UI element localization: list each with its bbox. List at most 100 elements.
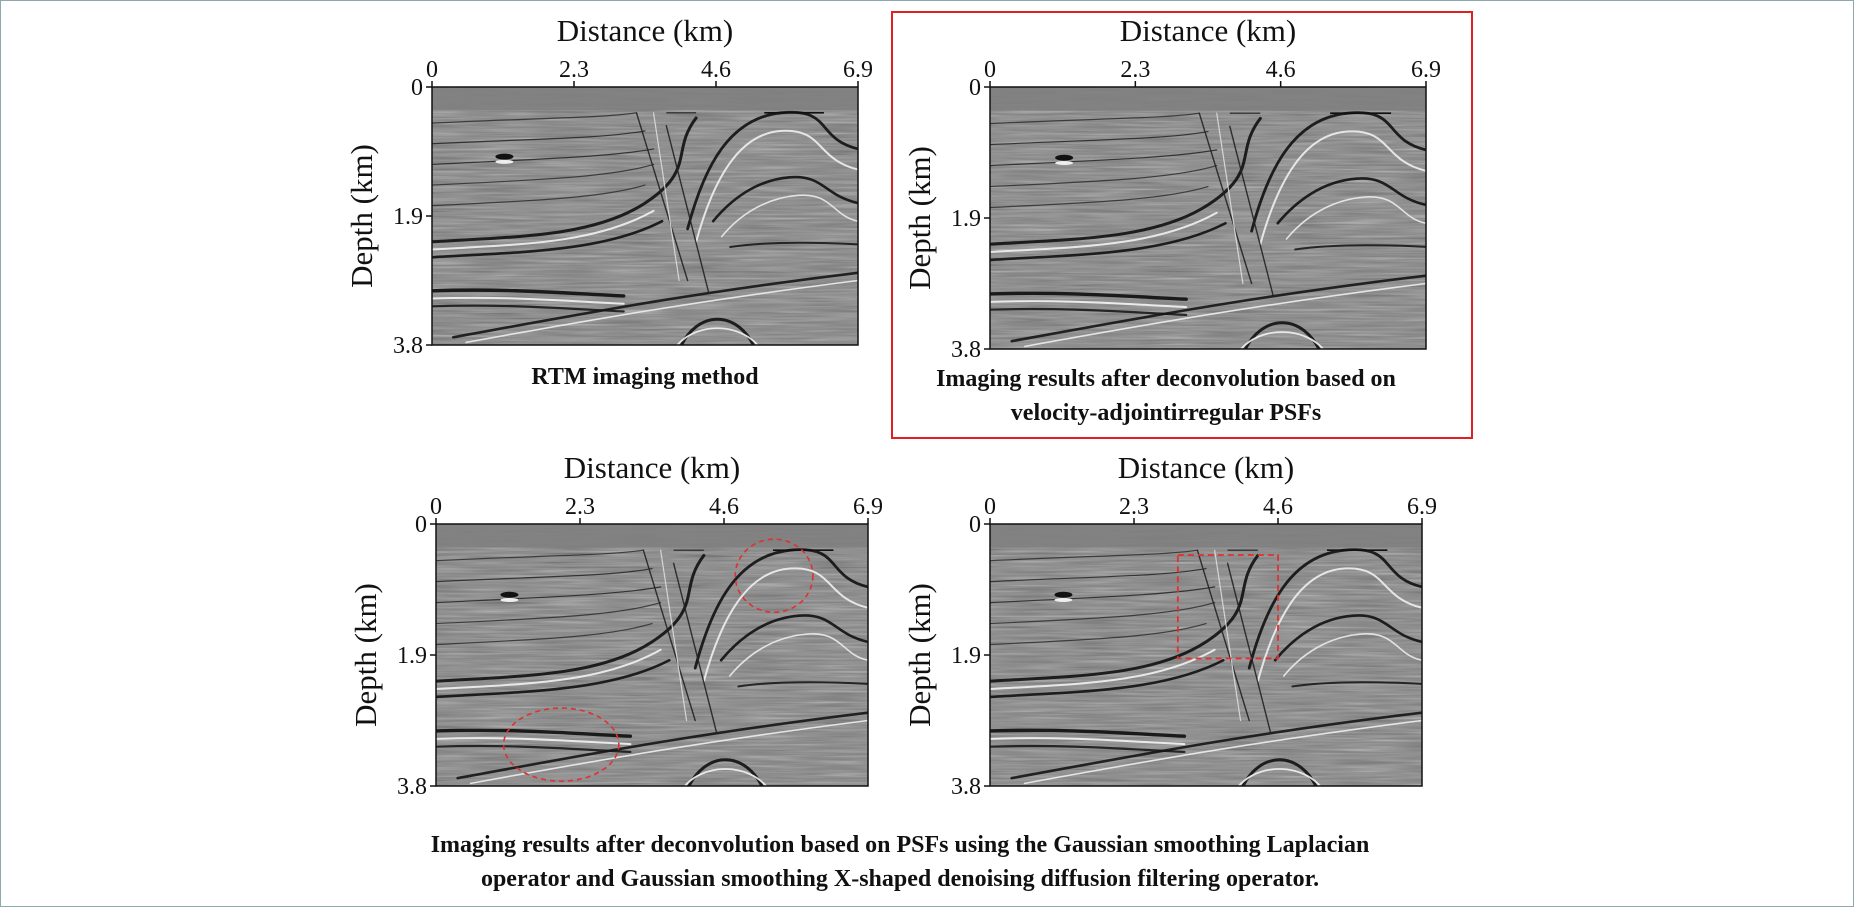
reflector (1229, 125, 1275, 298)
reflector (1282, 633, 1422, 677)
reflector (1273, 614, 1422, 662)
y-axis-title: Depth (km) (344, 144, 379, 288)
shared-caption: operator and Gaussian smoothing X-shaped… (481, 866, 1319, 892)
reflector (432, 184, 646, 207)
reflector (990, 648, 1216, 691)
reflector (990, 737, 1186, 746)
lens-feature (1054, 591, 1073, 598)
reflector (665, 125, 710, 295)
reflector (635, 112, 689, 282)
reflector (990, 221, 1227, 262)
water-layer (990, 524, 1422, 548)
x-axis-title: Distance (km) (1120, 13, 1296, 48)
x-tick-label: 0 (984, 57, 996, 83)
x-tick-label: 2.3 (559, 57, 589, 83)
x-tick-label: 6.9 (843, 57, 873, 83)
x-tick-label: 6.9 (1411, 57, 1441, 83)
reflector (1196, 549, 1250, 722)
reflector (1010, 711, 1422, 780)
panel-caption: RTM imaging method (531, 364, 759, 390)
seismic-image (432, 87, 858, 345)
lens-feature (495, 159, 514, 164)
reflector (1294, 244, 1426, 251)
x-tick-label: 0 (984, 494, 996, 520)
reflector (990, 728, 1187, 738)
reflector (990, 586, 1216, 604)
reflector (436, 737, 632, 746)
reflector (436, 553, 706, 683)
reflector (990, 602, 1216, 625)
reflector (711, 175, 858, 223)
reflector (452, 271, 858, 339)
lens-feature (500, 597, 519, 602)
reflector (990, 658, 1225, 699)
reflector (719, 614, 868, 662)
lens-feature (500, 591, 519, 598)
reflector (432, 296, 625, 305)
panel-laplacian: 0 2.3 4.6 6.9 0 1.9 3.8 Distance (km) Depth (km) (348, 450, 883, 800)
reflector (1216, 112, 1244, 285)
panel-rtm: 0 2.3 4.6 6.9 0 1.9 3.8 Distance (km) Depth (km)… (344, 13, 873, 390)
y-tick-label: 3.8 (393, 333, 423, 359)
y-tick-label: 0 (415, 512, 427, 538)
y-tick-label: 3.8 (397, 774, 427, 800)
reflector (720, 194, 858, 238)
seismic-image (436, 524, 868, 786)
reflector (1024, 282, 1426, 348)
y-tick-label: 1.9 (951, 206, 981, 232)
highlight-ellipse (502, 707, 620, 782)
panel-x-shaped: 0 2.3 4.6 6.9 0 1.9 3.8 Distance (km) Depth (km) (902, 450, 1437, 800)
panel-highlight-box (891, 11, 1473, 439)
reflector (432, 209, 655, 251)
reflector (1226, 562, 1272, 735)
reflector (436, 728, 633, 738)
reflector (1276, 177, 1426, 225)
reflector (432, 219, 664, 259)
shared-caption: Imaging results after deconvolution base… (431, 832, 1370, 858)
reflector (432, 112, 638, 124)
reflector (1256, 567, 1422, 683)
reflector (695, 129, 858, 243)
reflector (990, 185, 1209, 209)
reflector (436, 586, 662, 604)
reflector (990, 549, 1198, 562)
y-tick-label: 1.9 (393, 204, 423, 230)
lens-feature (1055, 160, 1074, 165)
reflector (432, 163, 655, 186)
reflector (990, 567, 1207, 583)
reflector (990, 165, 1218, 188)
x-tick-label: 4.6 (1263, 494, 1293, 520)
reflector (1285, 196, 1426, 240)
reflector (1023, 719, 1422, 785)
reflector (729, 241, 858, 248)
reflector (990, 291, 1188, 301)
reflector (660, 549, 688, 722)
reflector (652, 112, 680, 282)
panel-velocity-adjoint: 0 2.3 4.6 6.9 0 1.9 3.8 Distance (km) Depth (km)… (891, 11, 1473, 439)
reflector (1259, 130, 1426, 246)
y-tick-label: 1.9 (951, 643, 981, 669)
reflector (432, 148, 655, 165)
x-tick-label: 2.3 (1120, 57, 1150, 83)
reflector (990, 116, 1262, 246)
reflector (465, 279, 858, 344)
reflector (436, 622, 653, 646)
y-axis-title: Depth (km) (902, 146, 937, 290)
x-tick-label: 6.9 (1407, 494, 1437, 520)
x-tick-label: 4.6 (1266, 57, 1296, 83)
y-tick-label: 0 (411, 75, 423, 101)
reflector (436, 648, 662, 691)
reflector (432, 130, 646, 145)
x-axis-title: Distance (km) (557, 13, 733, 48)
y-tick-label: 3.8 (951, 774, 981, 800)
y-axis-title: Depth (km) (902, 583, 937, 727)
reflector (1010, 274, 1426, 343)
reflector (1214, 549, 1242, 722)
reflector (990, 211, 1218, 254)
reflector (990, 112, 1200, 125)
water-layer (990, 87, 1426, 111)
reflector (702, 567, 868, 683)
y-tick-label: 1.9 (397, 643, 427, 669)
